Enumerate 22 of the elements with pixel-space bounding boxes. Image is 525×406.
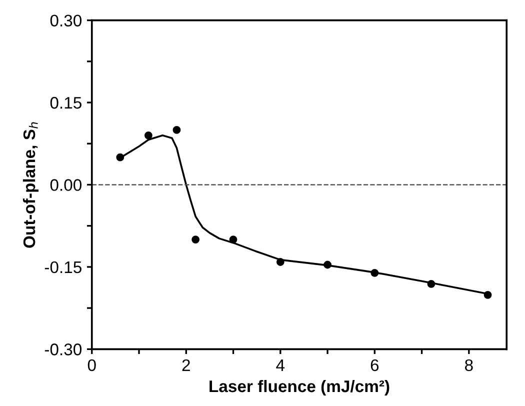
point (484, 290, 492, 299)
x-tick-label: 6 (370, 359, 379, 372)
y-tick-label: -0.30 (44, 344, 82, 356)
y-axis-title: Out-of-plane, S$_{h}$ (22, 122, 38, 248)
point (276, 258, 284, 266)
point (172, 126, 181, 134)
point (229, 236, 238, 244)
x-tick-label: 8 (465, 359, 473, 372)
x-tick-label: 4 (276, 359, 285, 371)
x-tick-label: 2 (182, 359, 190, 371)
point (324, 260, 332, 269)
point (192, 236, 200, 244)
y-tick-label: -0.15 (44, 261, 82, 274)
point (144, 131, 152, 140)
y-tick-label: 0.30 (50, 14, 82, 27)
x-axis-title: Laser fluence (mJ/cm²) (210, 380, 390, 396)
y-tick-label: 0.00 (50, 179, 82, 191)
point (116, 153, 124, 162)
x-tick-label: 0 (88, 359, 96, 372)
point (370, 269, 379, 277)
y-tick-label: 0.15 (50, 96, 82, 109)
point (427, 280, 436, 288)
